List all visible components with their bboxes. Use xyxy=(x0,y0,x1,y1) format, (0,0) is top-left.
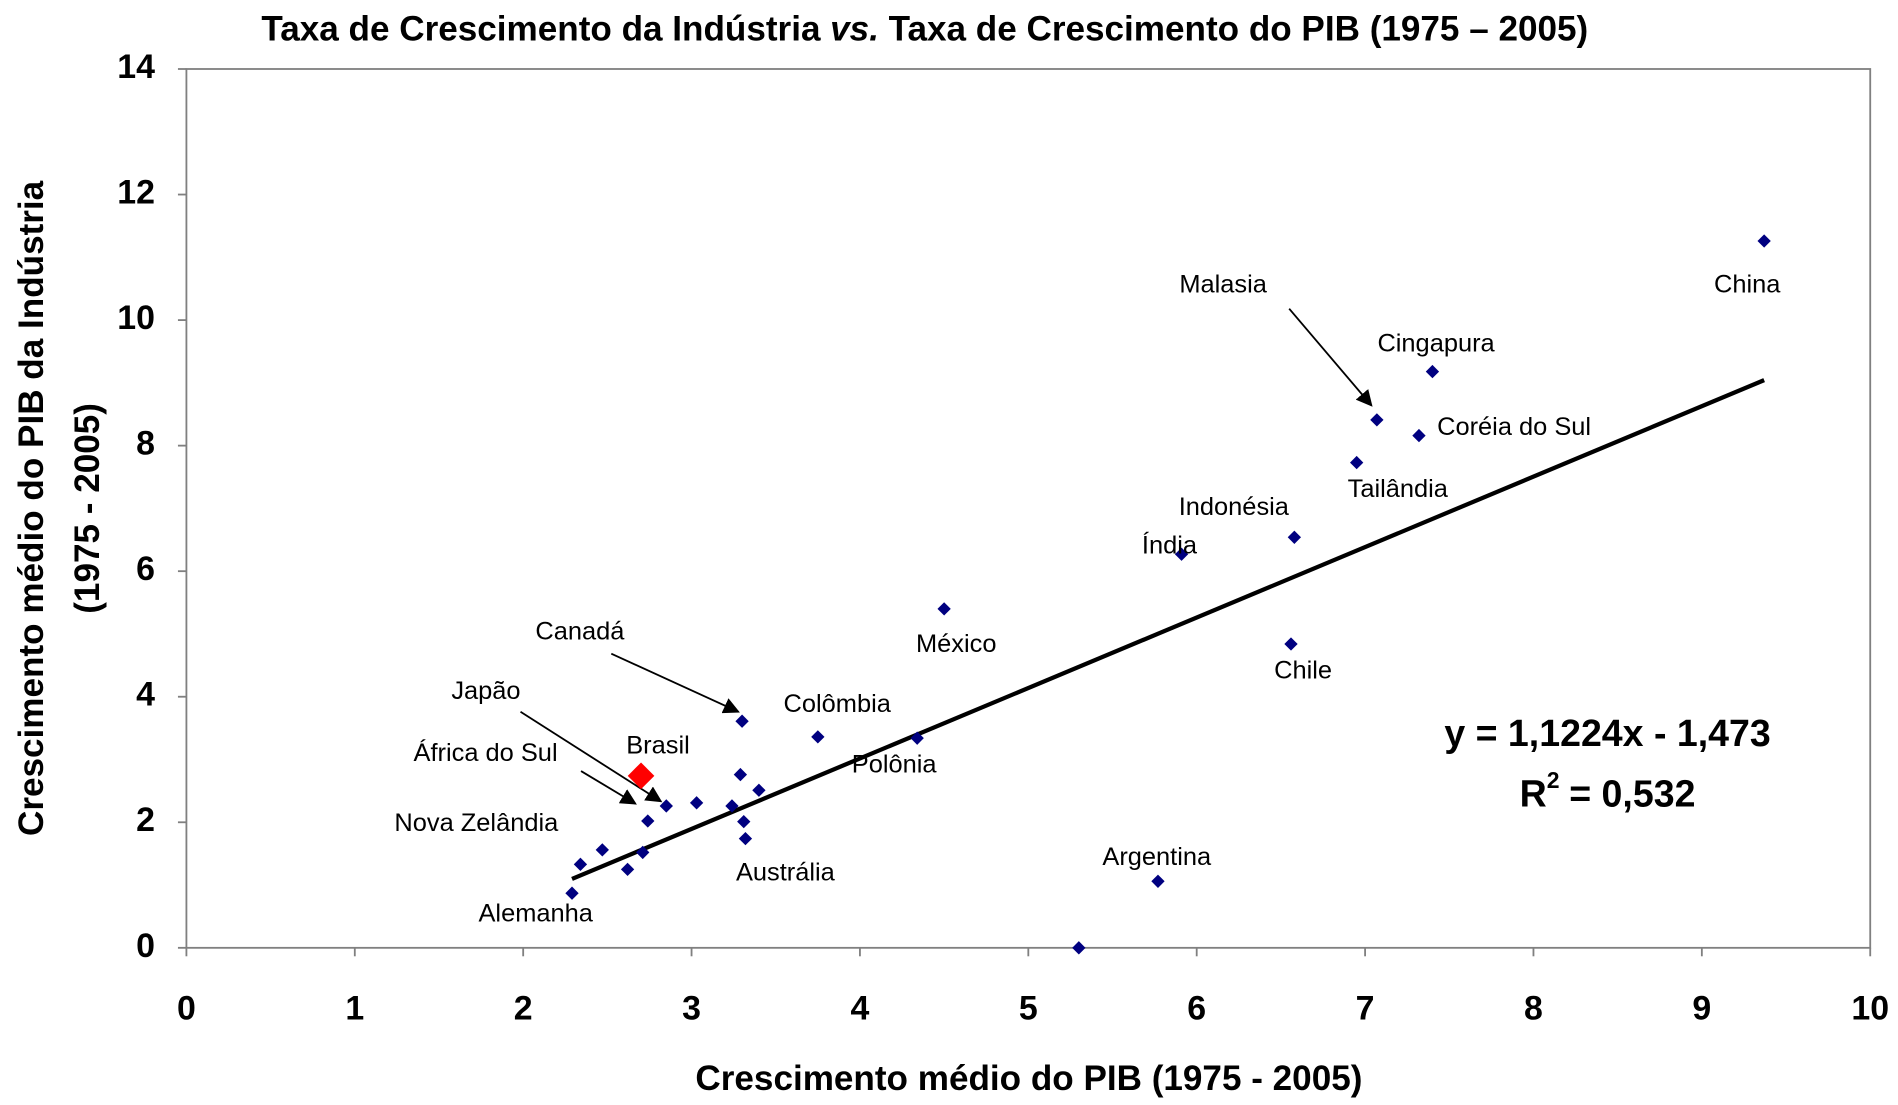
x-tick-label: 8 xyxy=(1524,990,1543,1028)
data-point xyxy=(937,602,951,616)
point-label: Nova Zelândia xyxy=(394,809,559,837)
data-point xyxy=(689,796,704,810)
data-point xyxy=(738,831,753,846)
x-tick-label: 5 xyxy=(1019,990,1038,1028)
label-arrow xyxy=(610,652,740,714)
x-tick-label: 1 xyxy=(345,990,364,1028)
trend-equation: y = 1,1224x - 1,473 xyxy=(1444,712,1770,754)
x-axis-title: Crescimento médio do PIB (1975 - 2005) xyxy=(695,1059,1362,1098)
point-label: Malasia xyxy=(1179,270,1267,298)
point-label: Polônia xyxy=(852,751,938,779)
y-tick-label: 12 xyxy=(117,173,155,211)
data-point xyxy=(1350,455,1364,470)
data-point xyxy=(910,731,924,745)
point-label: Canadá xyxy=(535,618,625,646)
y-tick-label: 6 xyxy=(136,550,155,588)
data-point xyxy=(733,767,748,782)
data-point xyxy=(811,730,825,744)
data-point xyxy=(573,857,588,871)
plot-root: Taxa de Crescimento da Indústria vs. Taxa … xyxy=(12,10,1889,1099)
title-part: Taxa de Crescimento do PIB (1975 – 2005) xyxy=(889,10,1589,49)
data-point xyxy=(595,843,609,857)
label-arrow xyxy=(520,711,663,803)
x-tick-label: 9 xyxy=(1692,990,1711,1028)
x-tick-label: 10 xyxy=(1851,990,1889,1028)
data-point xyxy=(1287,530,1302,544)
title-part: Taxa de Crescimento da Indústria xyxy=(261,10,821,49)
y-axis-title: (1975 - 2005) xyxy=(68,403,107,614)
x-tick-label: 7 xyxy=(1356,990,1375,1028)
label-arrow xyxy=(580,770,637,805)
point-label: Brasil xyxy=(626,731,690,759)
x-tick-label: 0 xyxy=(177,990,196,1028)
r-squared: R2 = 0,532 xyxy=(1520,767,1696,814)
data-point xyxy=(1412,428,1426,443)
data-point xyxy=(725,799,739,813)
x-tick-label: 4 xyxy=(851,990,870,1028)
data-point xyxy=(735,714,749,728)
data-point xyxy=(1151,874,1165,888)
x-tick-label: 2 xyxy=(514,990,533,1028)
point-label: Índia xyxy=(1142,531,1198,560)
data-point xyxy=(641,814,655,828)
label-arrow xyxy=(1288,308,1373,407)
trendline xyxy=(571,378,1765,881)
point-label: Tailândia xyxy=(1348,475,1449,503)
y-tick-label: 8 xyxy=(136,425,155,463)
y-tick-label: 10 xyxy=(117,299,155,337)
point-label: Austrália xyxy=(736,858,836,886)
y-tick-label: 14 xyxy=(117,48,155,86)
data-point xyxy=(636,845,650,860)
data-point xyxy=(1174,547,1189,561)
point-label: Indonésia xyxy=(1179,493,1290,521)
data-point xyxy=(565,886,579,900)
point-label: Cingapura xyxy=(1377,330,1495,358)
data-point xyxy=(737,814,751,829)
chart-title: Taxa de Crescimento da Indústria vs. Taxa … xyxy=(261,10,1588,49)
y-tick-label: 2 xyxy=(136,801,155,839)
point-label: Chile xyxy=(1274,657,1332,685)
data-point xyxy=(1284,637,1298,651)
point-label: Japão xyxy=(451,677,520,705)
point-label: Coréia do Sul xyxy=(1437,413,1591,441)
data-point xyxy=(1757,234,1771,248)
y-axis-title: Crescimento médio do PIB da Indústria xyxy=(12,180,51,836)
point-label: Alemanha xyxy=(478,900,593,928)
r2-part: 2 xyxy=(1547,767,1560,793)
data-point xyxy=(627,762,655,790)
point-label: China xyxy=(1714,271,1781,299)
point-label: México xyxy=(916,630,996,658)
data-point xyxy=(1072,941,1086,955)
title-part: vs. xyxy=(830,10,879,49)
point-label: África do Sul xyxy=(414,738,558,767)
point-label: Colômbia xyxy=(784,690,892,718)
r2-part: = 0,532 xyxy=(1569,772,1695,814)
x-tick-label: 3 xyxy=(682,990,701,1028)
y-tick-label: 4 xyxy=(136,676,155,714)
r2-part: R xyxy=(1520,772,1547,814)
point-label: Argentina xyxy=(1102,843,1212,871)
data-point xyxy=(1370,413,1384,427)
data-point xyxy=(1425,364,1440,379)
y-tick-label: 0 xyxy=(136,927,155,965)
x-tick-label: 6 xyxy=(1187,990,1206,1028)
data-point xyxy=(659,799,673,813)
data-point xyxy=(620,862,635,877)
data-point xyxy=(752,783,766,797)
